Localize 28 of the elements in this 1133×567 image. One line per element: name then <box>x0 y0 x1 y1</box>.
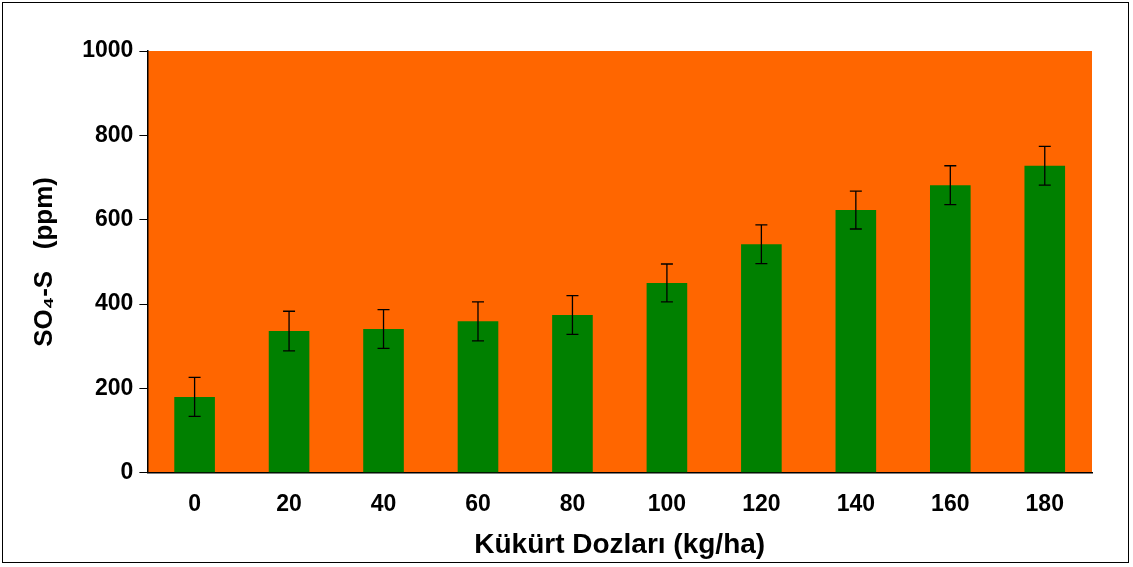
bar <box>741 244 782 473</box>
x-tick-label: 0 <box>188 489 201 516</box>
bar <box>552 315 593 473</box>
y-tick-label: 200 <box>94 373 134 400</box>
bar <box>930 185 971 473</box>
x-tick-label: 140 <box>836 489 876 516</box>
x-tick-label: 160 <box>931 489 970 516</box>
y-tick-label: 0 <box>120 458 134 485</box>
bar <box>363 328 404 473</box>
x-tick-label: 100 <box>647 489 687 516</box>
x-tick-label: 80 <box>559 489 586 516</box>
bar <box>268 331 310 473</box>
y-tick-label: 1000 <box>82 36 134 63</box>
x-tick-label: 60 <box>465 489 491 516</box>
x-axis-title: Kükürt Dozları (kg/ha) <box>474 527 766 559</box>
y-tick-label: 600 <box>94 205 134 232</box>
bar <box>1024 165 1066 473</box>
x-tick-label: 120 <box>742 489 781 516</box>
bar <box>174 396 215 473</box>
bar <box>835 210 877 473</box>
y-axis-title: SO₄-S (ppm) <box>27 176 58 347</box>
y-tick-label: 800 <box>94 120 134 147</box>
bar <box>457 321 499 473</box>
y-tick-label: 400 <box>94 289 134 316</box>
x-tick-label: 180 <box>1025 489 1064 516</box>
x-tick-label: 40 <box>370 489 397 516</box>
bar <box>646 282 688 473</box>
x-tick-label: 20 <box>276 489 302 516</box>
